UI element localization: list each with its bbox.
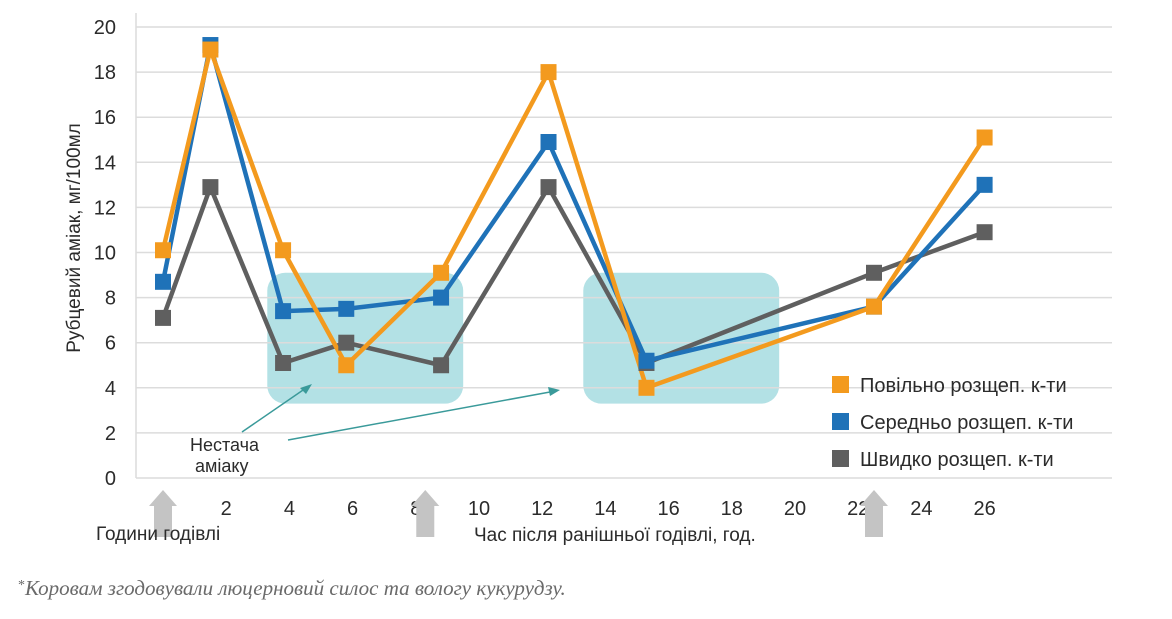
feeding-arrow-2 bbox=[411, 490, 440, 537]
feeding-arrows bbox=[149, 490, 888, 537]
y-tick-8: 8 bbox=[105, 288, 116, 310]
series-3-point-3 bbox=[275, 354, 292, 371]
annotation-arrowhead-2 bbox=[548, 387, 560, 396]
series-2-point-1 bbox=[155, 273, 171, 290]
x-tick-16: 16 bbox=[657, 498, 679, 520]
y-tick-18: 18 bbox=[94, 62, 116, 84]
y-tick-4: 4 bbox=[105, 378, 116, 400]
footnote-marker: * bbox=[18, 578, 25, 593]
y-tick-labels: 0 2 4 6 8 10 12 14 16 18 20 bbox=[94, 17, 116, 490]
annotation-arrowhead-1 bbox=[300, 384, 312, 394]
x-tick-20: 20 bbox=[784, 498, 806, 520]
legend-label-1: Повільно розщеп. к-ти bbox=[860, 375, 1067, 397]
x-tick-4: 4 bbox=[284, 498, 295, 520]
y-tick-2: 2 bbox=[105, 423, 116, 445]
legend-label-3: Швидко розщеп. к-ти bbox=[860, 449, 1054, 471]
legend: Повільно розщеп. к-ти Середньо розщеп. к-… bbox=[832, 375, 1073, 471]
grid-lines bbox=[135, 13, 1112, 479]
annotation-arrow-2 bbox=[287, 391, 551, 441]
annotation: Нестача аміаку bbox=[190, 384, 560, 476]
y-tick-12: 12 bbox=[94, 197, 116, 219]
series-3-point-2 bbox=[202, 179, 219, 196]
y-tick-6: 6 bbox=[105, 333, 116, 355]
series-1-point-4 bbox=[338, 357, 355, 374]
y-axis-title: Рубцевий аміак, мг/100мл bbox=[64, 123, 85, 353]
series-2-point-9 bbox=[976, 176, 993, 193]
annotation-arrow-1 bbox=[241, 387, 307, 433]
x-axis-title: Час після ранішньої годівлі, год. bbox=[474, 525, 756, 546]
shortage-zone-2 bbox=[583, 272, 780, 404]
annotation-line1: Нестача bbox=[190, 435, 260, 455]
series-1-point-6 bbox=[540, 64, 557, 81]
feeding-arrow-1 bbox=[149, 490, 177, 537]
x-tick-8: 8 bbox=[410, 498, 421, 520]
footnote: *Коровам згодовували люцерновий силос та… bbox=[18, 576, 566, 601]
series-3-point-8 bbox=[866, 264, 882, 281]
series-1-point-3 bbox=[275, 242, 292, 259]
x-tick-12: 12 bbox=[531, 498, 553, 520]
series-3-point-1 bbox=[155, 309, 171, 326]
series-1-point-5 bbox=[433, 264, 450, 281]
y-tick-14: 14 bbox=[94, 152, 116, 174]
footnote-text: Коровам згодовували люцерновий силос та … bbox=[25, 576, 566, 600]
y-tick-0: 0 bbox=[105, 468, 116, 490]
series-1-point-9 bbox=[976, 129, 993, 146]
series-3-point-9 bbox=[976, 224, 993, 241]
legend-label-2: Середньо розщеп. к-ти bbox=[860, 412, 1073, 434]
series-3-point-6 bbox=[540, 179, 557, 196]
shortage-zones bbox=[267, 272, 780, 404]
series-markers bbox=[155, 37, 993, 396]
y-tick-10: 10 bbox=[94, 243, 116, 265]
series-2-point-3 bbox=[275, 303, 292, 320]
series-1-point-8 bbox=[866, 298, 882, 315]
legend-swatch-2 bbox=[832, 413, 849, 430]
series-3-point-5 bbox=[433, 357, 450, 374]
legend-swatch-1 bbox=[832, 376, 849, 393]
feeding-arrow-3 bbox=[860, 490, 888, 537]
series-1-point-2 bbox=[202, 41, 219, 58]
y-tick-16: 16 bbox=[94, 107, 116, 129]
series-2-point-4 bbox=[338, 300, 355, 317]
shortage-zone-1 bbox=[267, 272, 464, 404]
x-tick-18: 18 bbox=[721, 498, 743, 520]
series-2-point-5 bbox=[433, 289, 450, 306]
x-tick-10: 10 bbox=[468, 498, 490, 520]
y-tick-20: 20 bbox=[94, 17, 116, 39]
series-1-point-1 bbox=[155, 242, 171, 259]
series-2-point-6 bbox=[540, 134, 557, 151]
x-tick-24: 24 bbox=[910, 498, 932, 520]
series-2-point-7 bbox=[638, 352, 655, 369]
x-tick-14: 14 bbox=[594, 498, 616, 520]
x-tick-26: 26 bbox=[973, 498, 995, 520]
series-3-point-4 bbox=[338, 334, 355, 351]
annotation-line2: аміаку bbox=[195, 456, 248, 476]
x-axis-sublabel: Години годівлі bbox=[96, 524, 220, 545]
legend-swatch-3 bbox=[832, 450, 849, 467]
x-tick-2: 2 bbox=[221, 498, 232, 520]
x-tick-6: 6 bbox=[347, 498, 358, 520]
series-1-point-7 bbox=[638, 379, 655, 396]
